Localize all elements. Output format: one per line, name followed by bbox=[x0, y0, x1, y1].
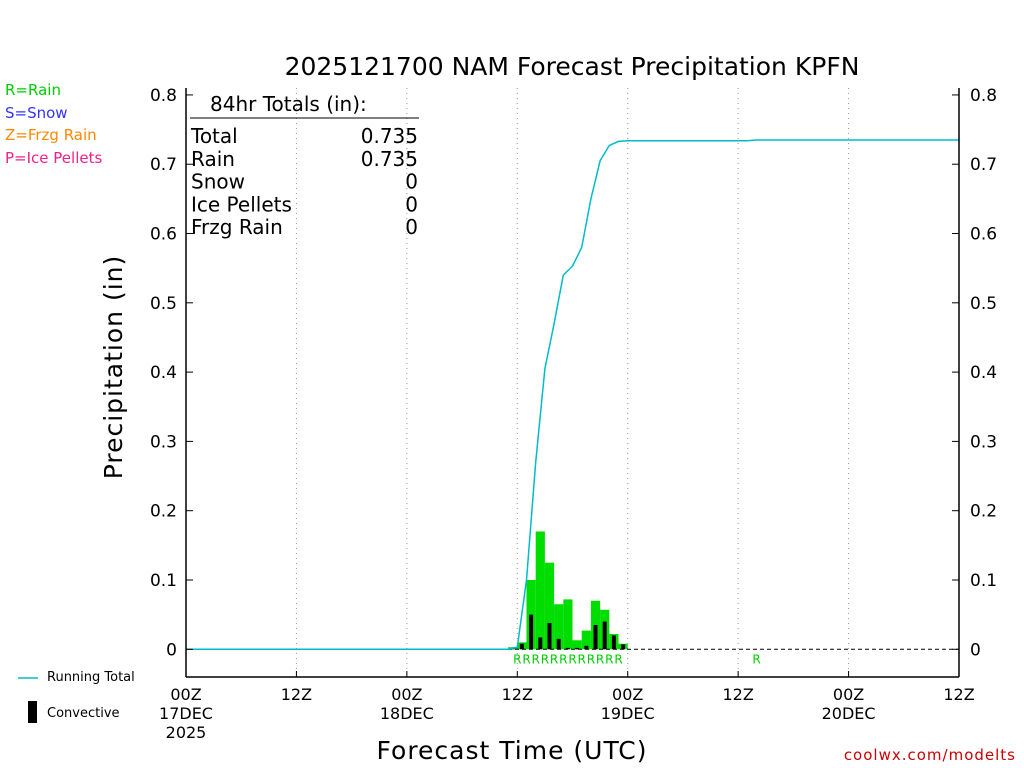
convective-bar bbox=[529, 614, 534, 650]
totals-row-value: 0 bbox=[405, 192, 418, 216]
precip-type-marker: R bbox=[596, 652, 604, 666]
x-tick-label: 00Z bbox=[391, 685, 422, 704]
y-tick-label-left: 0.2 bbox=[150, 502, 177, 522]
precip-bar bbox=[572, 640, 582, 650]
totals-row-label: Ice Pellets bbox=[191, 192, 292, 216]
legend-rain: R=Rain bbox=[5, 81, 61, 99]
precip-type-marker: R bbox=[614, 652, 622, 666]
convective-bar bbox=[565, 647, 570, 650]
convective-bar bbox=[621, 644, 626, 650]
x-axis-label: Forecast Time (UTC) bbox=[377, 736, 648, 765]
running-total-layer bbox=[186, 139, 959, 651]
y-tick-label-right: 0.2 bbox=[970, 502, 997, 522]
totals-row-label: Snow bbox=[191, 170, 245, 194]
y-tick-label-right: 0.7 bbox=[970, 155, 997, 175]
totals-row-label: Rain bbox=[191, 147, 235, 171]
precip-bar bbox=[581, 630, 591, 650]
convective-bar bbox=[538, 637, 543, 650]
x-tick-label: 00Z bbox=[612, 685, 643, 704]
y-tick-label-right: 0 bbox=[970, 640, 981, 660]
precip-bar bbox=[554, 604, 564, 650]
x-tick-label: 12Z bbox=[943, 685, 974, 704]
y-tick-label-right: 0.3 bbox=[970, 432, 997, 452]
totals-row-label: Frzg Rain bbox=[191, 215, 283, 239]
x-tick-label: 20DEC bbox=[822, 704, 876, 723]
running-total-line bbox=[186, 139, 959, 651]
y-tick-label-left: 0.5 bbox=[150, 294, 177, 314]
y-tick-label-left: 0.1 bbox=[150, 571, 177, 591]
precip-bar bbox=[563, 599, 573, 650]
site-credit: coolwx.com/modelts bbox=[843, 746, 1016, 764]
x-tick-label: 12Z bbox=[281, 685, 312, 704]
convective-bar bbox=[547, 622, 552, 650]
axes: 0 00.1 0.10.2 0.20.3 0.30.4 0.40.5 0.50.6 0.60.… bbox=[150, 86, 997, 742]
legend-ice-pellets: P=Ice Pellets bbox=[5, 149, 103, 167]
convective-bar bbox=[584, 645, 589, 650]
y-tick-label-left: 0.6 bbox=[150, 225, 177, 245]
precip-bar bbox=[526, 579, 536, 650]
x-tick-label: 2025 bbox=[166, 723, 207, 742]
convective-legend-swatch bbox=[28, 701, 37, 723]
y-axis-label: Precipitation (in) bbox=[99, 255, 128, 480]
legend-snow: S=Snow bbox=[5, 104, 68, 122]
x-tick-label: 17DEC bbox=[159, 704, 213, 723]
running-total-legend-label: Running Total bbox=[47, 670, 135, 685]
convective-bar bbox=[519, 643, 524, 650]
x-tick-label: 12Z bbox=[502, 685, 533, 704]
precip-type-marker: R bbox=[550, 652, 558, 666]
totals-row-value: 0 bbox=[405, 170, 418, 194]
grid-lines bbox=[295, 88, 850, 677]
y-tick-label-left: 0 bbox=[166, 640, 177, 660]
x-tick-label: 12Z bbox=[722, 685, 753, 704]
convective-bar bbox=[611, 635, 616, 650]
convective-legend-label: Convective bbox=[47, 706, 120, 721]
precip-type-marker: R bbox=[532, 652, 540, 666]
y-tick-label-right: 0.5 bbox=[970, 294, 997, 314]
legend-freezing-rain: Z=Frzg Rain bbox=[5, 126, 97, 144]
x-tick-label: 18DEC bbox=[380, 704, 434, 723]
precip-type-marker: R bbox=[605, 652, 613, 666]
totals-row-value: 0.735 bbox=[361, 147, 418, 171]
y-tick-label-left: 0.3 bbox=[150, 432, 177, 452]
y-tick-label-right: 0.4 bbox=[970, 363, 997, 383]
totals-row-label: Total bbox=[190, 124, 238, 148]
totals-header: 84hr Totals (in): bbox=[210, 92, 367, 116]
precip-type-marker: R bbox=[522, 652, 530, 666]
precip-type-marker: R bbox=[587, 652, 595, 666]
precip-type-marker: R bbox=[752, 652, 760, 666]
y-tick-label-right: 0.8 bbox=[970, 86, 997, 106]
convective-bar bbox=[593, 625, 598, 650]
convective-bar bbox=[602, 621, 607, 650]
totals-row-value: 0.735 bbox=[361, 124, 418, 148]
convective-bars bbox=[510, 614, 626, 650]
precip-type-marker: R bbox=[513, 652, 521, 666]
y-tick-label-left: 0.4 bbox=[150, 363, 177, 383]
y-tick-label-right: 0.6 bbox=[970, 225, 997, 245]
precip-bar bbox=[544, 562, 555, 650]
precip-bar bbox=[535, 531, 545, 650]
convective-bar bbox=[575, 647, 580, 650]
y-tick-label-right: 0.1 bbox=[970, 571, 997, 591]
precip-type-marker: R bbox=[541, 652, 549, 666]
totals-row-value: 0 bbox=[405, 215, 418, 239]
totals-box: 84hr Totals (in): Total 0.735 Rain 0.735 Sno… bbox=[190, 92, 419, 239]
precip-bars bbox=[508, 531, 628, 650]
y-tick-label-left: 0.8 bbox=[150, 86, 177, 106]
precip-type-marker: R bbox=[559, 652, 567, 666]
precip-type-marker: R bbox=[568, 652, 576, 666]
precip-type-marker: R bbox=[578, 652, 586, 666]
convective-bar bbox=[556, 638, 561, 650]
x-tick-label: 00Z bbox=[833, 685, 864, 704]
chart-title: 2025121700 NAM Forecast Precipitation KP… bbox=[285, 52, 860, 81]
x-tick-label: 00Z bbox=[170, 685, 201, 704]
y-tick-label-left: 0.7 bbox=[150, 155, 177, 175]
x-tick-label: 19DEC bbox=[601, 704, 655, 723]
